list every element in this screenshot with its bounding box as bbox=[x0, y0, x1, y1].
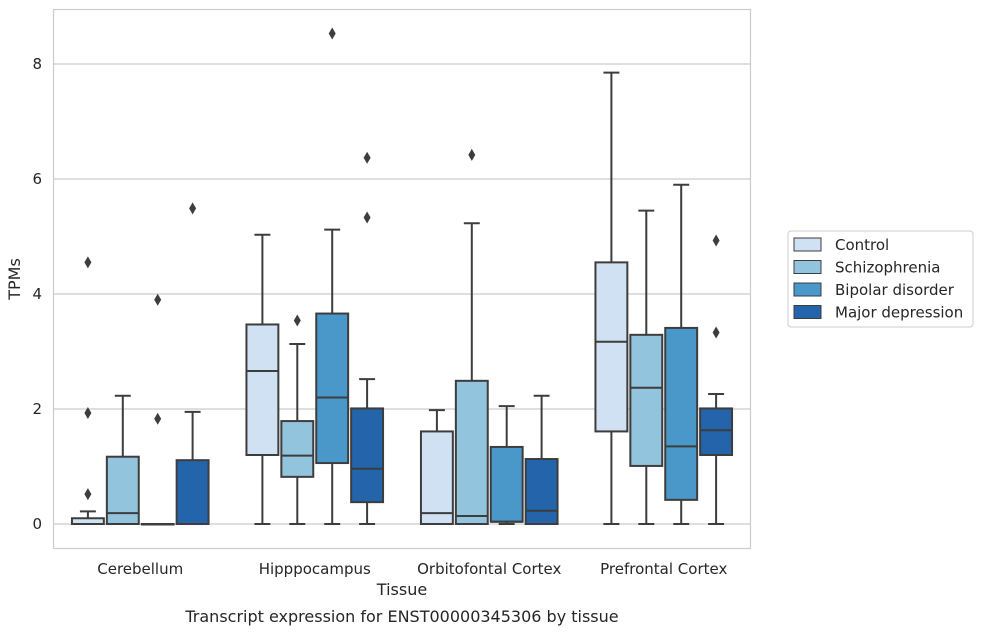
box-group bbox=[105, 394, 140, 526]
y-tick-label: 2 bbox=[32, 400, 42, 418]
box bbox=[489, 445, 524, 523]
y-tick-label: 6 bbox=[32, 170, 42, 188]
legend-swatch bbox=[793, 282, 822, 297]
y-axis-label: TPMs bbox=[5, 258, 24, 301]
outlier-marker bbox=[293, 314, 301, 327]
x-tick-labels: Cerebellum Hipppocampus Orbitofontal Corte… bbox=[97, 560, 727, 578]
box bbox=[454, 379, 489, 526]
box-group bbox=[524, 394, 559, 525]
box-group bbox=[315, 27, 350, 525]
box-group bbox=[489, 405, 524, 525]
legend-swatch bbox=[793, 260, 822, 274]
outlier-marker bbox=[84, 407, 92, 420]
chart-caption: Transcript expression for ENST0000034530… bbox=[184, 607, 618, 626]
legend-item: Control bbox=[793, 236, 889, 254]
box-group bbox=[280, 314, 315, 525]
x-tick-label: Hipppocampus bbox=[259, 560, 371, 578]
box bbox=[699, 407, 734, 456]
legend-label: Major depression bbox=[835, 304, 963, 322]
box-group bbox=[245, 233, 280, 525]
legend-frame bbox=[787, 230, 974, 328]
box-group bbox=[629, 209, 664, 525]
outlier-marker bbox=[363, 151, 371, 164]
box-group bbox=[664, 183, 699, 525]
outlier-marker bbox=[154, 293, 162, 306]
x-axis-label: Tissue bbox=[376, 580, 427, 599]
box-marks bbox=[70, 27, 734, 526]
legend-item: Schizophrenia bbox=[793, 259, 940, 277]
box-group bbox=[350, 151, 385, 525]
outlier-marker bbox=[712, 326, 720, 339]
legend-label: Schizophrenia bbox=[835, 259, 940, 277]
outlier-marker bbox=[154, 412, 162, 425]
x-tick-label: Cerebellum bbox=[97, 560, 183, 578]
y-tick-label: 4 bbox=[32, 285, 42, 303]
y-tick-labels: 0 2 4 6 8 bbox=[32, 55, 42, 533]
box-group bbox=[454, 148, 489, 526]
box-group bbox=[699, 234, 734, 525]
box-group bbox=[594, 71, 629, 525]
box bbox=[315, 312, 350, 465]
outlier-marker bbox=[84, 488, 92, 501]
y-tick-label: 0 bbox=[32, 515, 42, 533]
box bbox=[245, 323, 280, 456]
box bbox=[419, 430, 454, 525]
box bbox=[594, 261, 629, 433]
box-group bbox=[140, 293, 175, 526]
box-group bbox=[175, 202, 210, 525]
x-tick-label: Prefrontal Cortex bbox=[600, 560, 727, 578]
box-group bbox=[70, 256, 105, 525]
box bbox=[350, 407, 385, 504]
box bbox=[664, 326, 699, 501]
box-group bbox=[419, 409, 454, 525]
plot-area-frame bbox=[52, 8, 752, 550]
legend-label: Control bbox=[835, 236, 889, 254]
y-tick-label: 8 bbox=[32, 55, 42, 73]
legend-label: Bipolar disorder bbox=[835, 281, 955, 299]
box bbox=[524, 458, 559, 525]
box bbox=[280, 420, 315, 478]
legend: Control Schizophrenia Bipolar disorder Majo… bbox=[787, 230, 974, 328]
box bbox=[629, 333, 664, 467]
outlier-marker bbox=[189, 202, 197, 215]
legend-item: Bipolar disorder bbox=[793, 281, 955, 299]
outlier-marker bbox=[328, 27, 336, 40]
legend-swatch bbox=[793, 305, 822, 319]
outlier-marker bbox=[363, 211, 371, 224]
legend-item: Major depression bbox=[793, 304, 963, 322]
outlier-marker bbox=[468, 148, 476, 161]
box bbox=[175, 459, 210, 525]
outlier-marker bbox=[712, 234, 720, 247]
outlier-marker bbox=[84, 256, 92, 269]
legend-swatch bbox=[793, 237, 822, 252]
x-tick-label: Orbitofontal Cortex bbox=[417, 560, 561, 578]
